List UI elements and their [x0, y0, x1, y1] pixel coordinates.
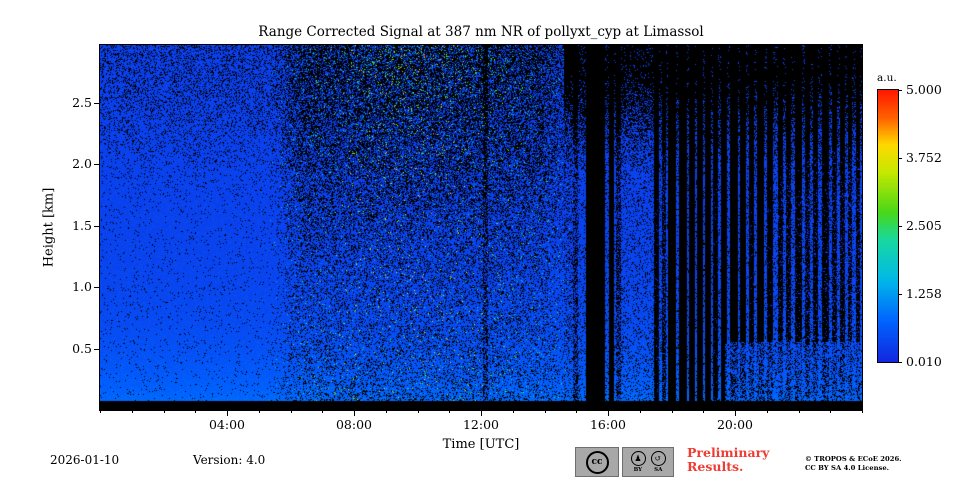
cc-sa-label: SA [654, 467, 663, 473]
x-minor-tick [449, 410, 451, 413]
colorbar-tick [898, 158, 902, 159]
preliminary-results-note: Preliminary Results. [687, 446, 769, 474]
cc-sa-arrow-icon: ↺ [650, 451, 666, 466]
colorbar-tick-label: 3.752 [906, 150, 942, 165]
x-major-tick [735, 410, 736, 416]
y-tick-label: 0.5 [72, 340, 92, 356]
cc-by-sa-box: ♟ ↺ BY SA [622, 447, 674, 477]
x-minor-tick [417, 410, 419, 413]
colorbar-tick-label: 0.010 [906, 354, 942, 369]
x-tick-label: 16:00 [589, 417, 627, 432]
copyright-note: © TROPOS & ECoE 2026. CC BY SA 4.0 Licen… [805, 455, 902, 472]
measurement-date: 2026-01-10 [50, 453, 120, 467]
cc-license-badge[interactable]: cc ♟ ↺ BY SA [575, 447, 674, 477]
cc-by-label: BY [633, 467, 643, 473]
x-minor-tick [798, 410, 800, 413]
preliminary-line1: Preliminary [687, 445, 770, 460]
x-minor-tick [290, 410, 292, 413]
x-minor-tick [322, 410, 324, 413]
x-minor-tick [766, 410, 768, 413]
colorbar-tick [898, 294, 902, 295]
x-minor-tick [131, 410, 133, 413]
x-major-tick [354, 410, 355, 416]
x-minor-tick [512, 410, 514, 413]
y-major-tick [94, 164, 100, 166]
x-minor-tick [163, 410, 165, 413]
x-minor-tick [258, 410, 260, 413]
cc-logo-box: cc [575, 447, 619, 477]
y-major-tick [94, 348, 100, 350]
x-tick-label: 12:00 [462, 417, 500, 432]
x-minor-tick [671, 410, 673, 413]
copyright-line2: CC BY SA 4.0 License. [805, 463, 890, 472]
colorbar-tick-label: 2.505 [906, 218, 942, 233]
x-minor-tick [703, 410, 705, 413]
x-tick-label: 08:00 [335, 417, 373, 432]
plot-title: Range Corrected Signal at 387 nm NR of p… [258, 24, 704, 40]
x-minor-tick [830, 410, 832, 413]
y-major-tick [94, 287, 100, 289]
x-tick-label: 04:00 [208, 417, 246, 432]
colorbar-tick [898, 90, 902, 91]
colorbar-unit-label: a.u. [877, 72, 897, 84]
preliminary-line2: Results. [687, 459, 744, 474]
colorbar-tick-label: 5.000 [906, 82, 942, 97]
y-tick-label: 2.0 [72, 156, 92, 172]
x-minor-tick [862, 410, 863, 413]
colorbar-tick-label: 1.258 [906, 286, 942, 301]
y-major-tick [94, 102, 100, 104]
y-tick-label: 1.0 [72, 279, 92, 295]
x-minor-tick [544, 410, 546, 413]
x-major-tick [227, 410, 228, 416]
copyright-line1: © TROPOS & ECoE 2026. [805, 455, 902, 463]
cc-by-person-icon: ♟ [630, 451, 646, 466]
x-minor-tick [576, 410, 578, 413]
y-tick-label: 2.5 [72, 94, 92, 110]
x-minor-tick [100, 410, 101, 413]
y-major-tick [94, 225, 100, 227]
colorbar-tick [898, 362, 902, 363]
x-minor-tick [639, 410, 641, 413]
x-minor-tick [385, 410, 387, 413]
x-major-tick [608, 410, 609, 416]
x-minor-tick [195, 410, 197, 413]
version-label: Version: 4.0 [193, 453, 266, 467]
x-axis-label: Time [UTC] [442, 437, 520, 452]
cc-icon: cc [585, 450, 609, 474]
x-major-tick [481, 410, 482, 416]
y-tick-label: 1.5 [72, 217, 92, 233]
x-tick-label: 20:00 [716, 417, 754, 432]
colorbar-tick [898, 226, 902, 227]
heatmap-canvas [99, 44, 863, 411]
colorbar [877, 89, 899, 363]
